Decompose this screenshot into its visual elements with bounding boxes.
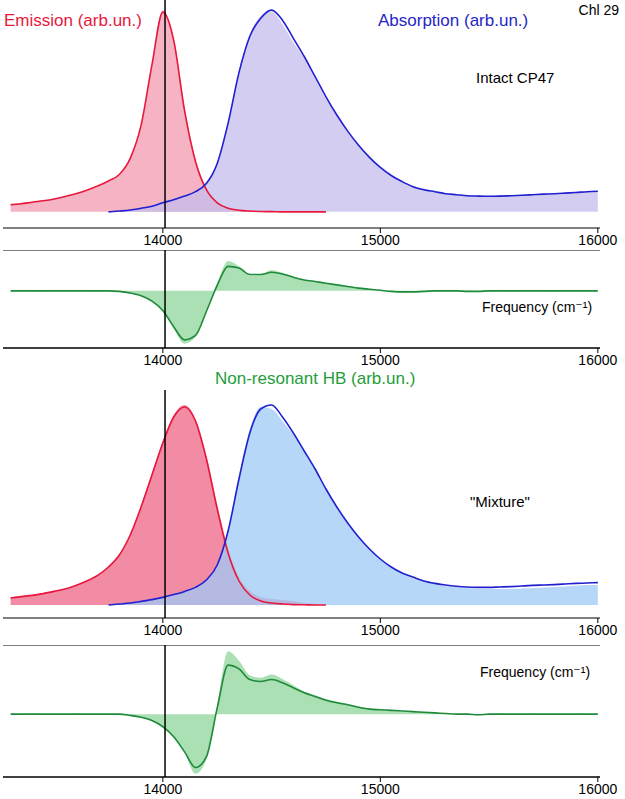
svg-text:15000: 15000	[361, 232, 400, 248]
svg-text:16000: 16000	[578, 232, 617, 248]
html-text:Absorption (arb.un.): Absorption (arb.un.)	[378, 11, 529, 30]
svg-text:14000: 14000	[143, 781, 182, 797]
html-text:Non-resonant HB (arb.un.): Non-resonant HB (arb.un.)	[215, 369, 416, 388]
html-text:Frequency (cm⁻¹): Frequency (cm⁻¹)	[482, 299, 593, 315]
svg-text:15000: 15000	[361, 352, 400, 368]
html-text:"Mixture": "Mixture"	[470, 493, 530, 510]
html-text:Frequency (cm⁻¹): Frequency (cm⁻¹)	[480, 664, 591, 680]
svg-text:16000: 16000	[578, 352, 617, 368]
html-text:Emission (arb.un.): Emission (arb.un.)	[4, 11, 142, 30]
svg-text:14000: 14000	[143, 232, 182, 248]
svg-text:16000: 16000	[578, 781, 617, 797]
html-text:Intact CP47: Intact CP47	[476, 69, 555, 86]
html-text:Chl 29: Chl 29	[578, 2, 619, 18]
svg-text:14000: 14000	[143, 622, 182, 638]
svg-text:14000: 14000	[143, 352, 182, 368]
svg-text:16000: 16000	[578, 622, 617, 638]
svg-text:15000: 15000	[361, 781, 400, 797]
svg-text:15000: 15000	[361, 622, 400, 638]
